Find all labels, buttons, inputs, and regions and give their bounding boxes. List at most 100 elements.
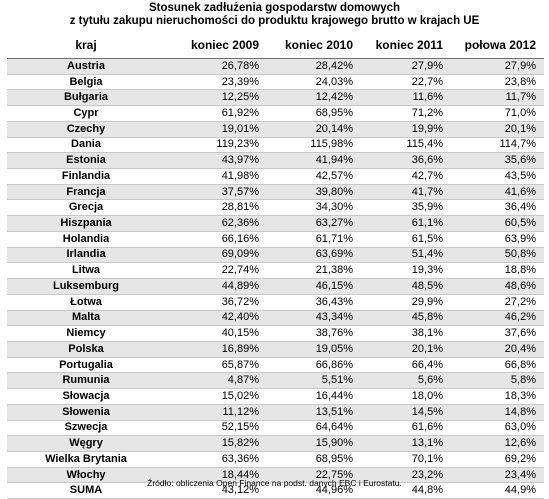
country-cell: Grecja: [7, 199, 165, 217]
country-cell: Hiszpania: [7, 215, 165, 232]
value-cell: 62,36%: [165, 215, 267, 232]
value-cell: 43,97%: [165, 152, 267, 170]
value-cell: 114,7%: [451, 137, 544, 154]
country-cell: Luksemburg: [7, 278, 165, 295]
value-cell: 14,5%: [361, 404, 451, 421]
value-cell: 63,9%: [451, 231, 544, 248]
value-cell: 19,3%: [361, 262, 451, 280]
value-cell: 60,5%: [451, 215, 544, 232]
country-cell: Słowacja: [7, 388, 165, 405]
value-cell: 15,90%: [267, 435, 361, 452]
country-cell: Słowenia: [7, 404, 165, 421]
value-cell: 41,6%: [451, 184, 544, 201]
value-cell: 37,57%: [165, 184, 267, 201]
value-cell: 16,89%: [165, 341, 267, 358]
value-cell: 23,8%: [451, 74, 544, 91]
country-cell: Francja: [7, 184, 165, 201]
country-cell: Polska: [7, 341, 165, 358]
value-cell: 68,95%: [267, 105, 361, 122]
value-cell: 20,1%: [361, 341, 451, 358]
value-cell: 19,9%: [361, 121, 451, 138]
column-header-kraj: kraj: [7, 32, 165, 59]
value-cell: 36,43%: [267, 294, 361, 311]
country-cell: Austria: [7, 58, 165, 75]
country-cell: Litwa: [7, 262, 165, 280]
value-cell: 43,34%: [267, 310, 361, 327]
table-row: Polska 16,89% 19,05% 20,1% 20,4%: [7, 341, 544, 358]
chart-title-line-1: Stosunek zadłużenia gospodarstw domowych: [148, 2, 401, 14]
value-cell: 115,4%: [361, 137, 451, 154]
column-header-2010: koniec 2010: [267, 32, 361, 59]
value-cell: 119,23%: [165, 137, 267, 154]
value-cell: 69,09%: [165, 247, 267, 264]
table-row: Niemcy 40,15% 38,76% 38,1% 37,6%: [7, 325, 544, 342]
value-cell: 50,8%: [451, 247, 544, 264]
value-cell: 18,44%: [165, 467, 267, 484]
value-cell: 70,1%: [361, 451, 451, 468]
value-cell: 71,2%: [361, 105, 451, 122]
table-row: Szwecja 52,15% 64,64% 61,6% 63,0%: [7, 420, 544, 437]
country-cell: Węgry: [7, 435, 165, 452]
table-row: Bułgaria 12,25% 12,42% 11,6% 11,7%: [7, 89, 544, 107]
value-cell: 44,89%: [165, 278, 267, 295]
value-cell: 5,8%: [451, 372, 544, 390]
value-cell: 12,6%: [451, 435, 544, 452]
value-cell: 14,8%: [451, 404, 544, 421]
table-row: Estonia 43,97% 41,94% 36,6% 35,6%: [7, 152, 544, 170]
table-row: Finlandia 41,98% 42,57% 42,7% 43,5%: [7, 168, 544, 185]
country-cell: Cypr: [7, 105, 165, 122]
country-cell: Rumunia: [7, 372, 165, 390]
value-cell: 36,6%: [361, 152, 451, 170]
value-cell: 23,4%: [451, 467, 544, 484]
value-cell: 11,7%: [451, 89, 544, 107]
value-cell: 66,4%: [361, 357, 451, 374]
country-cell: Portugalia: [7, 357, 165, 374]
country-cell: Malta: [7, 310, 165, 327]
value-cell: 41,98%: [165, 168, 267, 185]
value-cell: 38,1%: [361, 325, 451, 342]
value-cell: 51,4%: [361, 247, 451, 264]
value-cell: 12,25%: [165, 89, 267, 107]
country-cell: Belgia: [7, 74, 165, 91]
value-cell: 46,2%: [451, 310, 544, 327]
value-cell: 27,9%: [361, 58, 451, 75]
table-row: Austria 26,78% 28,42% 27,9% 27,9%: [7, 58, 544, 75]
value-cell: 21,38%: [267, 262, 361, 280]
value-cell: 115,98%: [267, 137, 361, 154]
column-header-2011: koniec 2011: [361, 32, 451, 59]
country-cell: Szwecja: [7, 420, 165, 437]
value-cell: 36,4%: [451, 199, 544, 217]
country-cell: Holandia: [7, 231, 165, 248]
value-cell: 18,8%: [451, 262, 544, 280]
value-cell: 43,5%: [451, 168, 544, 185]
value-cell: 29,9%: [361, 294, 451, 311]
table-row: Rumunia 4,87% 5,51% 5,6% 5,8%: [7, 372, 544, 390]
value-cell: 5,6%: [361, 372, 451, 390]
column-header-2012: połowa 2012: [451, 32, 544, 59]
value-cell: 36,72%: [165, 294, 267, 311]
value-cell: 69,2%: [451, 451, 544, 468]
table-row: Francja 37,57% 39,80% 41,7% 41,6%: [7, 184, 544, 201]
value-cell: 61,71%: [267, 231, 361, 248]
value-cell: 27,9%: [451, 58, 544, 75]
value-cell: 20,1%: [451, 121, 544, 138]
value-cell: 20,4%: [451, 341, 544, 358]
value-cell: 48,5%: [361, 278, 451, 295]
country-cell: Dania: [7, 137, 165, 154]
column-header-2009: koniec 2009: [165, 32, 267, 59]
source-note: Źródło: obliczenia Open Finance na podst…: [147, 478, 402, 488]
data-table: kraj koniec 2009 koniec 2010 koniec 2011…: [7, 32, 544, 499]
value-cell: 38,76%: [267, 325, 361, 342]
value-cell: 63,36%: [165, 451, 267, 468]
value-cell: 26,78%: [165, 58, 267, 75]
value-cell: 18,3%: [451, 388, 544, 405]
table-row: Irlandia 69,09% 63,69% 51,4% 50,8%: [7, 247, 544, 264]
table-row: Dania 119,23% 115,98% 115,4% 114,7%: [7, 137, 544, 154]
table-row: Słowenia 11,12% 13,51% 14,5% 14,8%: [7, 404, 544, 421]
value-cell: 66,16%: [165, 231, 267, 248]
value-cell: 63,69%: [267, 247, 361, 264]
value-cell: 13,1%: [361, 435, 451, 452]
value-cell: 27,2%: [451, 294, 544, 311]
value-cell: 68,95%: [267, 451, 361, 468]
